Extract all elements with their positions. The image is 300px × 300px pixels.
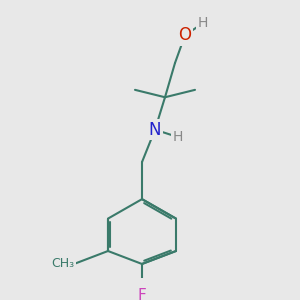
Text: O: O	[178, 26, 191, 44]
Text: N: N	[149, 121, 161, 139]
Text: CH₃: CH₃	[51, 257, 74, 271]
Text: H: H	[173, 130, 183, 144]
Text: F: F	[138, 288, 146, 300]
Text: H: H	[198, 16, 208, 30]
